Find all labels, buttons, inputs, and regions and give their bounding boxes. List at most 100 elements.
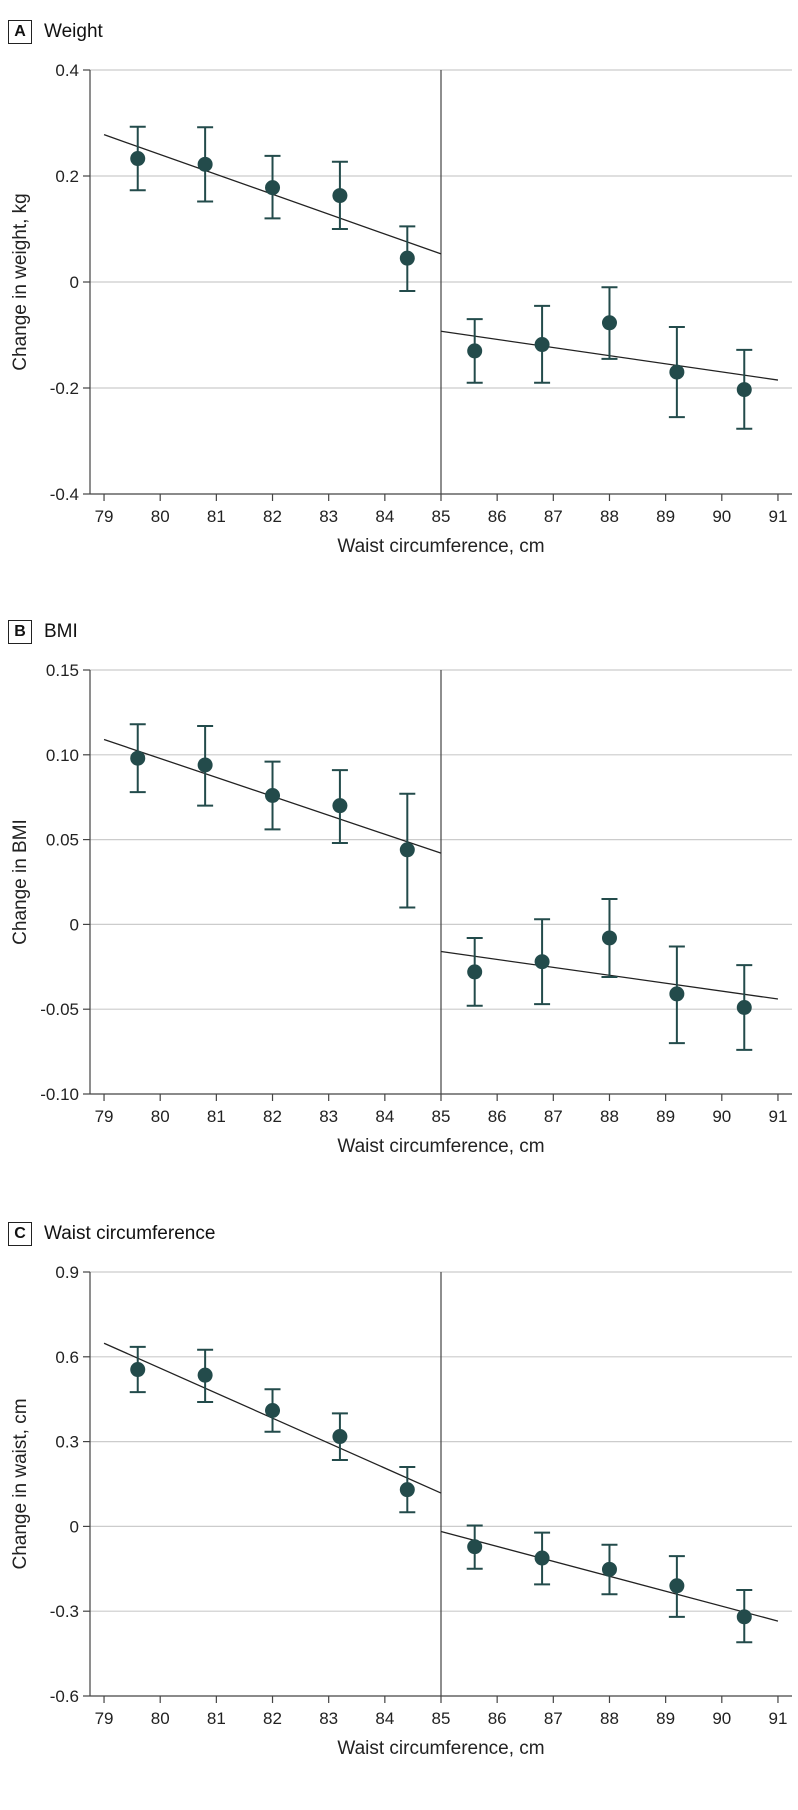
x-tick-label: 80 <box>151 507 170 526</box>
data-point <box>669 1578 685 1594</box>
x-tick-label: 90 <box>712 1107 731 1126</box>
data-point <box>399 842 415 858</box>
x-tick-label: 91 <box>768 1107 787 1126</box>
y-axis-title: Change in waist, cm <box>10 1398 31 1569</box>
data-point <box>265 1403 281 1419</box>
x-tick-label: 84 <box>375 507 394 526</box>
data-point <box>736 1609 752 1625</box>
x-tick-label: 88 <box>600 1709 619 1728</box>
data-point <box>534 1550 550 1566</box>
x-tick-label: 86 <box>488 507 507 526</box>
panel-label: A <box>8 20 32 44</box>
data-point <box>736 382 752 398</box>
x-axis-title: Waist circumference, cm <box>337 1136 544 1157</box>
data-point <box>399 1482 415 1498</box>
y-tick-label: -0.3 <box>50 1602 79 1621</box>
x-tick-label: 88 <box>600 507 619 526</box>
y-tick-label: 0 <box>70 1517 79 1536</box>
panel-title: Waist circumference <box>44 1223 216 1244</box>
y-tick-label: -0.2 <box>50 379 79 398</box>
data-point <box>467 343 483 359</box>
data-point <box>130 151 146 167</box>
data-point <box>332 188 348 204</box>
x-axis-title: Waist circumference, cm <box>337 536 544 557</box>
x-tick-label: 79 <box>95 1709 114 1728</box>
panel-header: B BMI <box>8 618 78 646</box>
x-tick-label: 91 <box>768 1709 787 1728</box>
data-point <box>736 1000 752 1016</box>
data-point <box>399 250 415 266</box>
panel-title: Weight <box>44 21 103 42</box>
data-point <box>467 964 483 980</box>
x-tick-label: 86 <box>488 1709 507 1728</box>
x-tick-label: 86 <box>488 1107 507 1126</box>
data-point <box>534 954 550 970</box>
y-tick-label: 0.3 <box>55 1433 79 1452</box>
x-tick-label: 79 <box>95 1107 114 1126</box>
data-point <box>601 930 617 946</box>
data-point <box>601 1561 617 1577</box>
panel-bmi: B BMI -0.10 -0.05 0 0.05 0.10 0.15 79 80 81 82 83 8… <box>0 618 798 1188</box>
y-tick-label: -0.6 <box>50 1687 79 1706</box>
data-point <box>197 1367 213 1383</box>
x-tick-label: 80 <box>151 1709 170 1728</box>
x-tick-label: 89 <box>656 1709 675 1728</box>
data-point <box>130 1362 146 1378</box>
x-tick-label: 83 <box>319 1107 338 1126</box>
x-tick-label: 87 <box>544 1709 563 1728</box>
panel-weight: A Weight -0.4 -0.2 0 0.2 0.4 79 80 81 82 83 84 85 86… <box>0 18 798 588</box>
x-tick-label: 89 <box>656 1107 675 1126</box>
data-point <box>467 1539 483 1555</box>
panel-label: B <box>8 620 32 644</box>
data-point <box>197 757 213 773</box>
x-tick-label: 91 <box>768 507 787 526</box>
data-point <box>130 750 146 766</box>
x-tick-label: 82 <box>263 1107 282 1126</box>
panel-waist: C Waist circumference -0.6 -0.3 0 0.3 0.6 0.9… <box>0 1220 798 1800</box>
x-tick-label: 82 <box>263 1709 282 1728</box>
x-tick-label: 81 <box>207 1709 226 1728</box>
y-tick-label: 0.2 <box>55 167 79 186</box>
x-tick-label: 79 <box>95 507 114 526</box>
panel-header: A Weight <box>8 18 103 46</box>
data-point <box>265 180 281 196</box>
bmi-chart: -0.10 -0.05 0 0.05 0.10 0.15 79 80 81 82 83 84 85 86 8… <box>10 661 792 1157</box>
y-axis-title: Change in BMI <box>10 819 31 945</box>
y-tick-label: 0.9 <box>55 1263 79 1282</box>
x-tick-label: 83 <box>319 507 338 526</box>
x-tick-label: 80 <box>151 1107 170 1126</box>
data-point <box>669 986 685 1002</box>
weight-chart: -0.4 -0.2 0 0.2 0.4 79 80 81 82 83 84 85 86 87 88 89 90 9… <box>10 61 792 557</box>
data-point <box>332 798 348 814</box>
x-tick-label: 81 <box>207 507 226 526</box>
x-tick-label: 85 <box>432 507 451 526</box>
data-point <box>197 156 213 172</box>
data-point <box>332 1429 348 1445</box>
y-tick-label: 0 <box>70 273 79 292</box>
y-tick-label: -0.4 <box>50 485 79 504</box>
y-tick-label: 0.4 <box>55 61 79 80</box>
panel-title: BMI <box>44 621 78 642</box>
y-tick-label: 0.10 <box>46 746 79 765</box>
data-point <box>534 337 550 353</box>
data-point <box>669 364 685 380</box>
x-tick-label: 87 <box>544 1107 563 1126</box>
x-tick-label: 90 <box>712 507 731 526</box>
y-tick-label: -0.10 <box>40 1085 79 1104</box>
y-tick-label: 0.15 <box>46 661 79 680</box>
x-tick-label: 82 <box>263 507 282 526</box>
y-tick-label: -0.05 <box>40 1000 79 1019</box>
x-tick-label: 88 <box>600 1107 619 1126</box>
y-tick-label: 0.05 <box>46 831 79 850</box>
x-tick-label: 84 <box>375 1709 394 1728</box>
x-tick-label: 85 <box>432 1709 451 1728</box>
y-tick-label: 0.6 <box>55 1348 79 1367</box>
x-tick-label: 90 <box>712 1709 731 1728</box>
y-axis-title: Change in weight, kg <box>10 193 31 370</box>
panel-label: C <box>8 1222 32 1246</box>
panel-header: C Waist circumference <box>8 1220 215 1248</box>
x-tick-label: 87 <box>544 507 563 526</box>
x-tick-label: 83 <box>319 1709 338 1728</box>
x-tick-label: 84 <box>375 1107 394 1126</box>
